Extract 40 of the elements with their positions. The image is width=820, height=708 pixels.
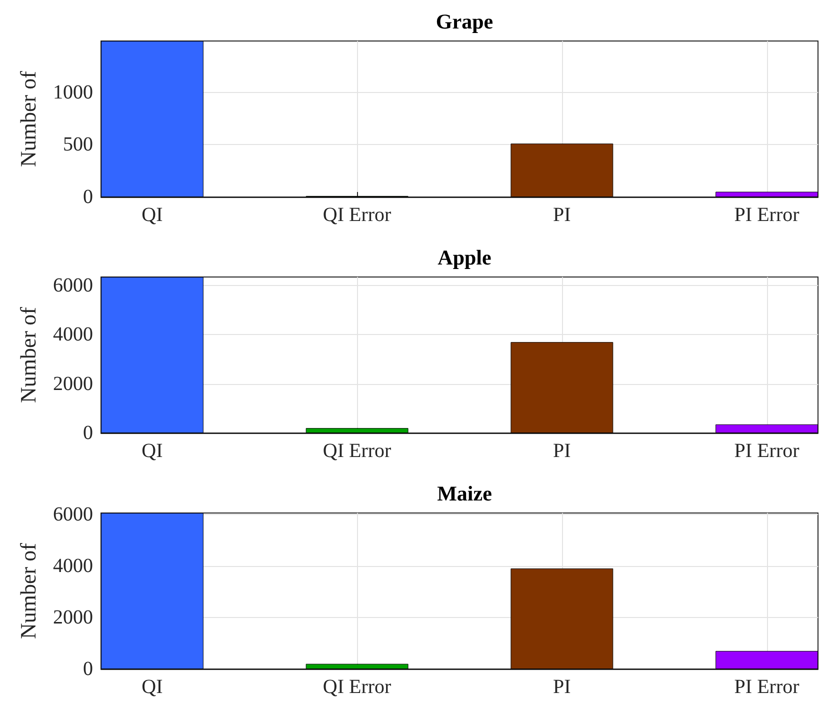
bar: [716, 192, 818, 197]
x-tick-label: PI: [553, 440, 571, 462]
x-tick-label: PI Error: [734, 676, 800, 698]
y-axis-title: Number of: [16, 306, 40, 403]
x-tick-label: QI: [142, 440, 163, 462]
bar: [306, 428, 408, 433]
chart-title: Grape: [436, 10, 494, 34]
chart-title: Maize: [437, 482, 492, 506]
y-tick-label: 500: [63, 134, 93, 156]
y-tick-label: 6000: [53, 274, 93, 297]
x-tick-label: QI: [142, 676, 163, 698]
bar: [510, 568, 614, 669]
x-tick-label: QI: [142, 204, 163, 226]
y-axis-title: Number of: [16, 70, 40, 167]
y-axis-title: Number of: [16, 542, 40, 639]
y-tick-label: 0: [83, 658, 93, 680]
bar: [101, 513, 204, 669]
x-tick-label: PI: [553, 204, 571, 226]
bar: [510, 342, 614, 433]
y-tick-label: 4000: [53, 324, 93, 346]
bar: [716, 424, 818, 433]
x-tick-label: PI: [553, 676, 571, 698]
x-tick-label: PI Error: [734, 440, 800, 462]
bar: [306, 664, 408, 669]
bar: [101, 277, 204, 433]
y-tick-label: 2000: [53, 606, 93, 628]
x-tick-label: QI Error: [322, 440, 392, 462]
bar: [716, 650, 818, 669]
chart-title: Apple: [438, 246, 492, 270]
y-tick-label: 1000: [53, 81, 93, 104]
bar: [101, 41, 204, 197]
y-tick-label: 2000: [53, 372, 93, 395]
x-tick-label: QI Error: [322, 204, 392, 226]
y-tick-label: 6000: [53, 503, 93, 526]
y-tick-label: 4000: [53, 554, 93, 577]
y-tick-label: 0: [83, 422, 93, 444]
y-tick-label: 0: [83, 186, 93, 208]
x-tick-label: PI Error: [734, 204, 800, 226]
bar: [510, 144, 614, 197]
x-tick-label: QI Error: [322, 676, 392, 698]
